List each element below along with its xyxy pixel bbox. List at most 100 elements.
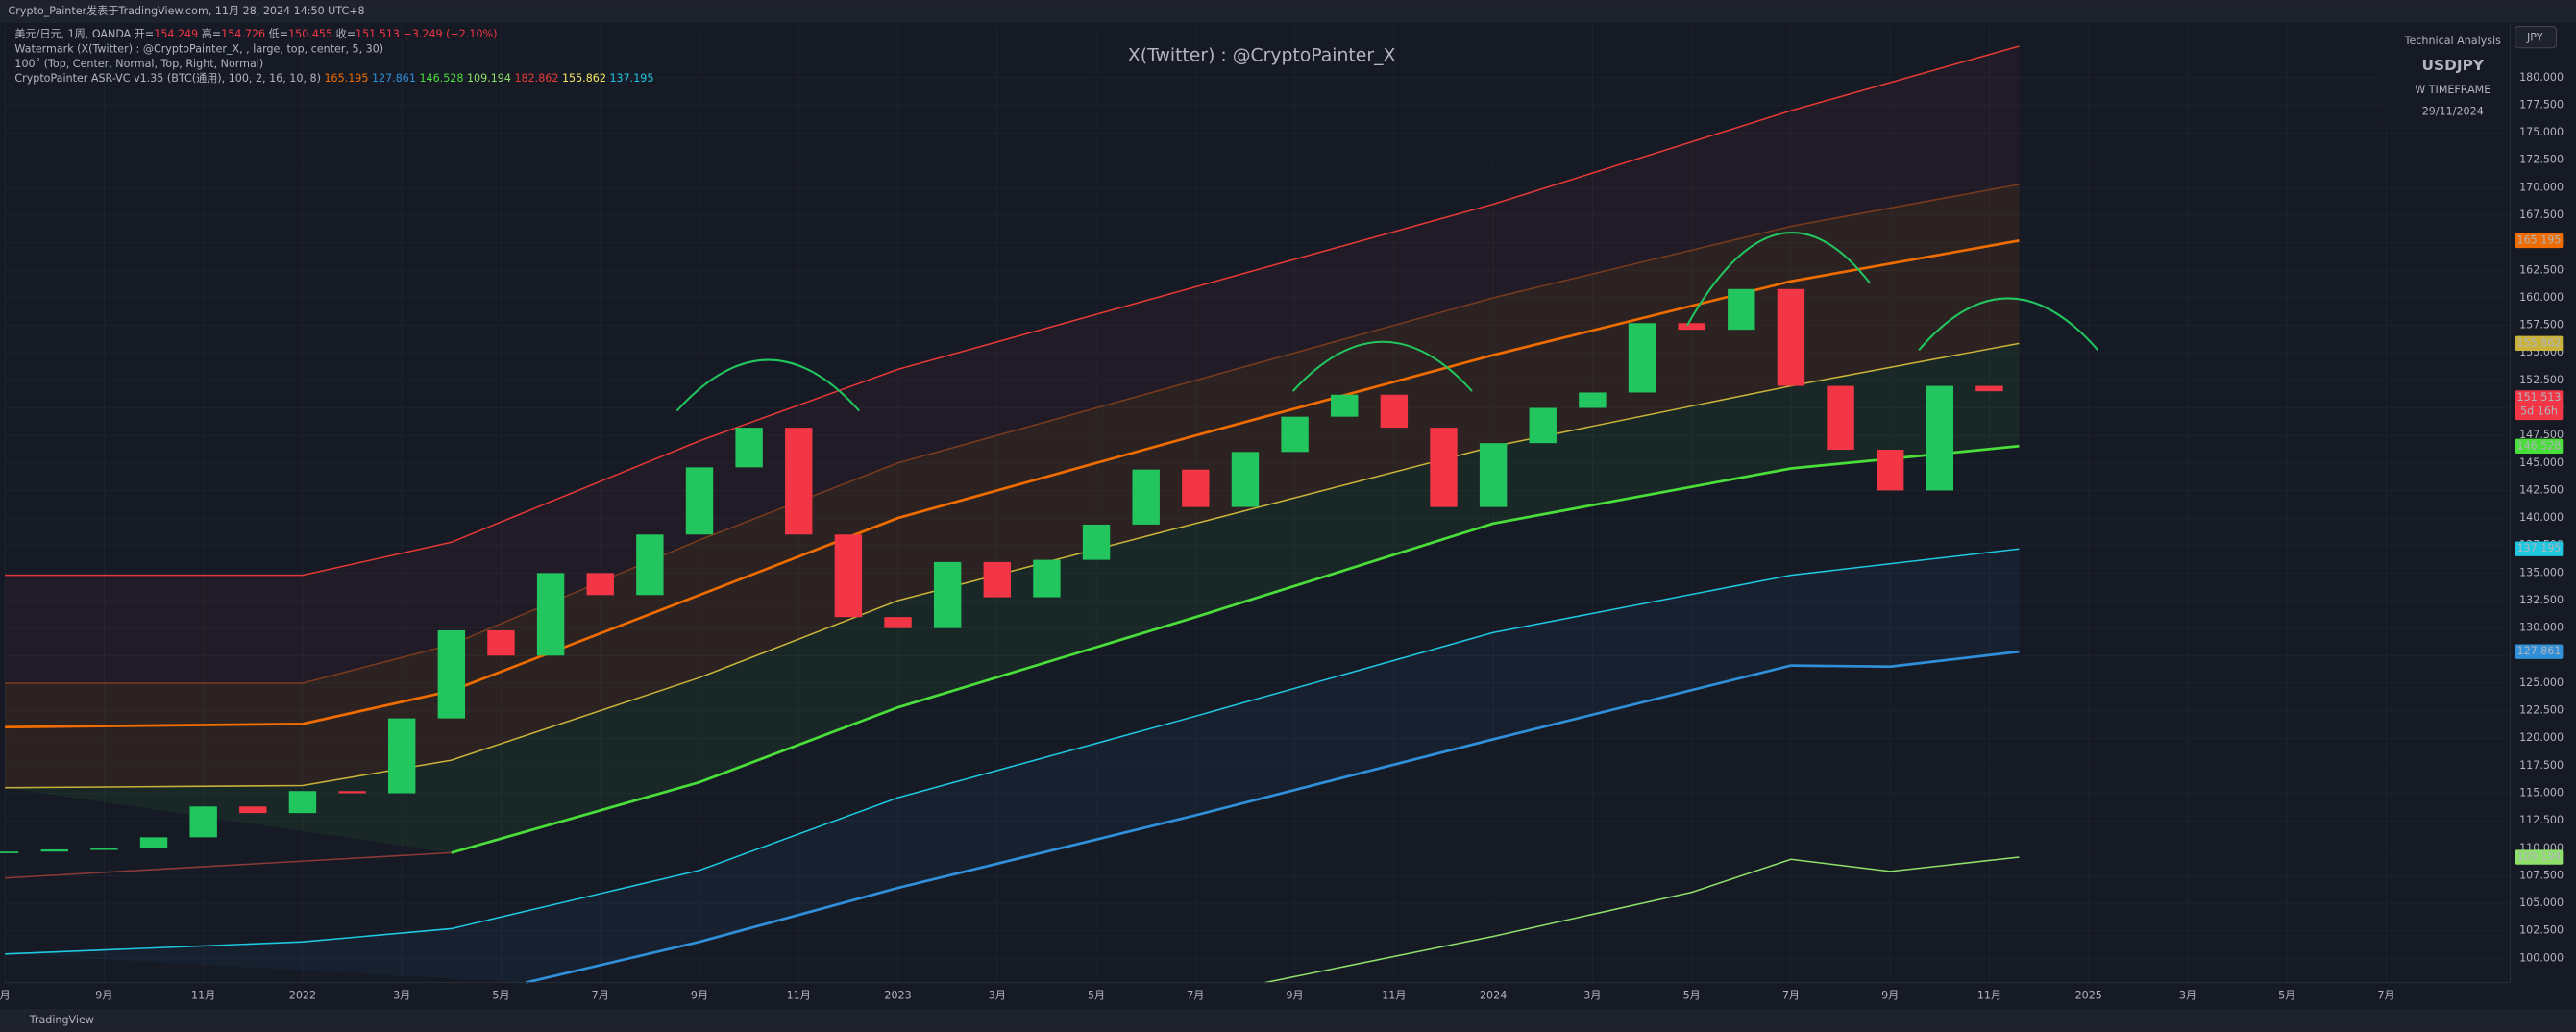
- candle: [487, 629, 515, 656]
- y-tick-label: 162.500: [2519, 263, 2564, 276]
- legend-symbol: 美元/日元, 1周, OANDA: [14, 28, 131, 40]
- indicator-value: 155.862: [562, 72, 606, 85]
- candle: [1231, 452, 1260, 507]
- price-tag: [2515, 233, 2564, 249]
- y-tick-label: 120.000: [2519, 731, 2564, 744]
- candle: [1529, 407, 1557, 444]
- info-text: USDJPY: [2422, 57, 2485, 74]
- y-tick-label: 180.000: [2519, 71, 2564, 84]
- footer-bar: [0, 1008, 2576, 1032]
- price-tag: [2515, 390, 2564, 421]
- candle: [1975, 385, 2003, 392]
- info-text: W TIMEFRAME: [2415, 84, 2490, 96]
- x-tick-label: 9月: [1286, 989, 1303, 1001]
- y-tick-label: 135.000: [2519, 566, 2564, 578]
- x-tick-label: 11月: [191, 989, 215, 1001]
- price-tag-label: 137.195: [2517, 542, 2562, 554]
- x-tick-label: 5月: [492, 989, 509, 1001]
- indicator-line: [5, 851, 452, 879]
- footer-text: TradingView: [29, 1014, 94, 1026]
- candle: [1479, 443, 1508, 507]
- y-tick-label: 152.500: [2519, 374, 2564, 386]
- candle: [1082, 524, 1111, 560]
- x-tick-label: 11月: [1977, 989, 2001, 1001]
- candle: [636, 534, 664, 596]
- band-fill: [5, 343, 2020, 853]
- y-tick-label: 130.000: [2519, 622, 2564, 634]
- plot-area: [0, 24, 2511, 984]
- indicator-line: [5, 45, 2020, 577]
- candle: [1182, 469, 1210, 507]
- candle: [1728, 288, 1755, 331]
- y-tick-label: 177.500: [2519, 98, 2564, 111]
- candle: [239, 806, 267, 814]
- candle: [1033, 559, 1061, 598]
- y-tick-label: 112.500: [2519, 814, 2564, 826]
- price-tag: [2515, 644, 2564, 659]
- y-tick-label: 140.000: [2519, 511, 2564, 524]
- countdown: 5d 16h: [2520, 405, 2558, 418]
- arc: [1291, 340, 1473, 392]
- legend-change: −3.249 (−2.10%): [404, 28, 498, 40]
- x-tick-label: 3月: [393, 989, 410, 1001]
- legend-line: Watermark (X(Twitter) : @CryptoPainter_X…: [14, 42, 383, 55]
- indicator-line: [5, 184, 2020, 684]
- band-fill: [5, 549, 2020, 983]
- candle: [437, 629, 466, 719]
- indicator-value: 137.195: [609, 72, 653, 85]
- price-tag: [2515, 335, 2564, 352]
- indicator-line: [5, 342, 2020, 789]
- candle: [1777, 288, 1805, 386]
- price-tag-label: 151.513: [2517, 391, 2562, 404]
- candle: [1926, 385, 1954, 491]
- legend-label: 收=: [336, 27, 356, 40]
- watermark: X(Twitter) : @CryptoPainter_X: [1128, 46, 1396, 66]
- candle: [536, 573, 565, 656]
- candle: [288, 791, 317, 814]
- candle: [1876, 450, 1904, 491]
- y-tick-label: 175.000: [2519, 126, 2564, 138]
- legend-line: CryptoPainter ASR-VC v1.35 (BTC(通用), 100…: [14, 72, 653, 85]
- x-tick-label: 3月: [2179, 989, 2196, 1001]
- legend-value: 154.726: [221, 28, 265, 40]
- y-tick-label: 142.500: [2519, 483, 2564, 496]
- indicator-line: [1264, 856, 2020, 984]
- legend-value: 151.513: [356, 28, 400, 40]
- indicator-line: [451, 444, 2020, 854]
- y-tick-label: 170.000: [2519, 181, 2564, 193]
- legend-label: 开=: [135, 28, 154, 40]
- candle: [90, 848, 118, 850]
- candle: [338, 791, 366, 794]
- legend-label: 低=: [269, 28, 288, 40]
- currency-label: JPY: [2526, 31, 2543, 43]
- x-tick-label: 5月: [1683, 989, 1701, 1001]
- candle: [1132, 469, 1160, 525]
- top-bar: [0, 0, 2576, 24]
- currency-button[interactable]: [2515, 25, 2557, 49]
- candle: [834, 534, 863, 618]
- y-tick-label: 122.500: [2519, 704, 2564, 717]
- legend-label: 高=: [202, 27, 221, 40]
- y-tick-label: 160.000: [2519, 291, 2564, 304]
- arc: [1918, 297, 2099, 351]
- candle: [1678, 323, 1705, 331]
- indicator-value: 127.861: [372, 72, 416, 85]
- x-tick-label: 5月: [1088, 989, 1105, 1001]
- annotations: [675, 232, 2099, 412]
- info-text: 29/11/2024: [2422, 105, 2484, 117]
- candle: [1628, 323, 1656, 393]
- price-tag-label: 127.861: [2517, 645, 2562, 657]
- candle: [735, 428, 763, 468]
- x-tick-label: 2025: [2075, 989, 2102, 1001]
- y-tick-label: 105.000: [2519, 897, 2564, 909]
- indicator-value: 182.862: [514, 72, 558, 85]
- arc: [1686, 232, 1871, 327]
- x-tick-label: 11月: [787, 989, 811, 1001]
- legend-line: 100˚ (Top, Center, Normal, Top, Right, N…: [14, 58, 263, 70]
- y-tick-label: 147.500: [2519, 429, 2564, 441]
- candle: [0, 851, 19, 853]
- candle: [387, 718, 416, 794]
- y-tick-label: 172.500: [2519, 154, 2564, 166]
